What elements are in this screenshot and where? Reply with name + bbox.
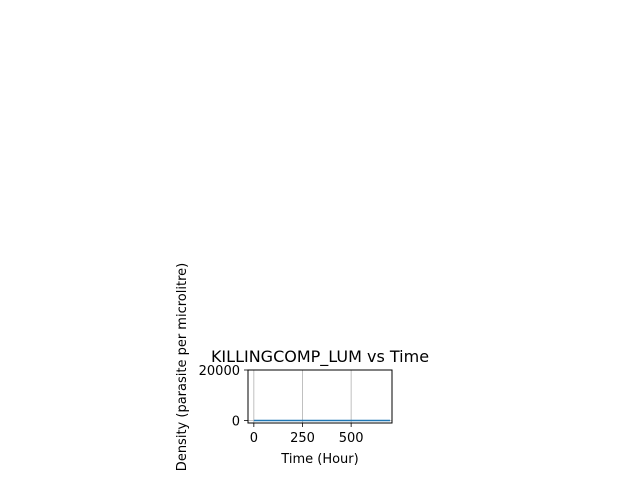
- plot-area-frame: [247, 369, 393, 424]
- x-tick-label: 250: [290, 431, 315, 446]
- x-tick-label: 500: [339, 431, 364, 446]
- y-axis-label: Density (parasite per microlitre): [175, 263, 190, 471]
- y-tick-label: 0: [232, 414, 240, 429]
- tick-layer: 0 250 500 0 20000: [199, 364, 364, 446]
- y-tick-label: 20000: [199, 364, 240, 379]
- chart-title: KILLINGCOMP_LUM vs Time: [211, 347, 429, 367]
- x-axis-label: Time (Hour): [280, 452, 358, 467]
- x-tick-label: 0: [250, 431, 258, 446]
